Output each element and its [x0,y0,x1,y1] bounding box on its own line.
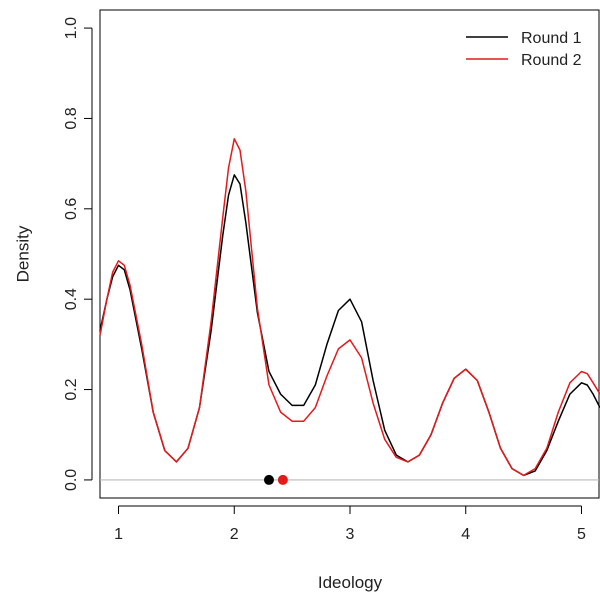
x-tick-label: 5 [577,526,586,543]
series-line-round-1 [99,174,600,477]
x-axis-title: Ideology [318,573,383,592]
y-tick-label: 0.2 [63,378,80,400]
mean-marker-round-1 [263,474,274,485]
x-tick-label: 3 [346,526,355,543]
y-tick-label: 0.4 [63,288,80,310]
y-tick-label: 1.0 [63,17,80,39]
x-tick-label: 4 [461,526,470,543]
y-tick-label: 0.6 [63,198,80,220]
y-tick-label: 0.0 [63,469,80,491]
series-lines [99,138,600,477]
series-line-round-2 [99,138,600,477]
mean-marker-round-2 [277,474,288,485]
mean-markers [263,474,288,485]
x-axis: 1 2 3 4 5 [114,505,586,543]
y-tick-label: 0.8 [63,107,80,129]
plot-frame [99,9,600,499]
x-tick-label: 2 [230,526,239,543]
legend-label: Round 2 [521,52,582,69]
y-axis: 0.0 0.2 0.4 0.6 0.8 1.0 [63,17,93,491]
x-tick-label: 1 [114,526,123,543]
legend: Round 1 Round 2 [466,30,582,69]
legend-label: Round 1 [521,30,582,47]
y-axis-title: Density [13,225,32,282]
